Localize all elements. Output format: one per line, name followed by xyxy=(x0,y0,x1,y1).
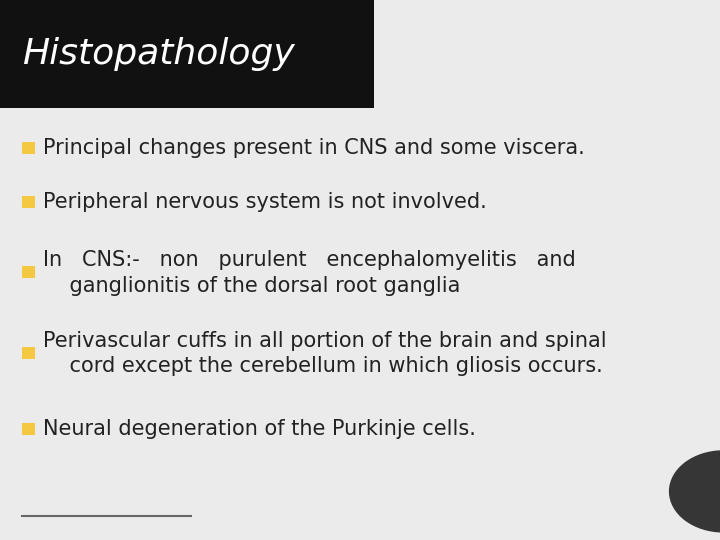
Bar xyxy=(22,423,35,435)
Text: Peripheral nervous system is not involved.: Peripheral nervous system is not involve… xyxy=(43,192,487,213)
Bar xyxy=(22,266,35,278)
Text: Neural degeneration of the Purkinje cells.: Neural degeneration of the Purkinje cell… xyxy=(43,419,476,440)
Bar xyxy=(22,347,35,359)
Text: In   CNS:-   non   purulent   encephalomyelitis   and
    ganglionitis of the do: In CNS:- non purulent encephalomyelitis … xyxy=(43,250,576,295)
Text: Histopathology: Histopathology xyxy=(22,37,294,71)
Bar xyxy=(22,142,35,154)
Text: Perivascular cuffs in all portion of the brain and spinal
    cord except the ce: Perivascular cuffs in all portion of the… xyxy=(43,331,607,376)
Text: Principal changes present in CNS and some viscera.: Principal changes present in CNS and som… xyxy=(43,138,585,159)
FancyBboxPatch shape xyxy=(0,0,374,108)
Circle shape xyxy=(670,451,720,532)
Bar xyxy=(22,196,35,208)
